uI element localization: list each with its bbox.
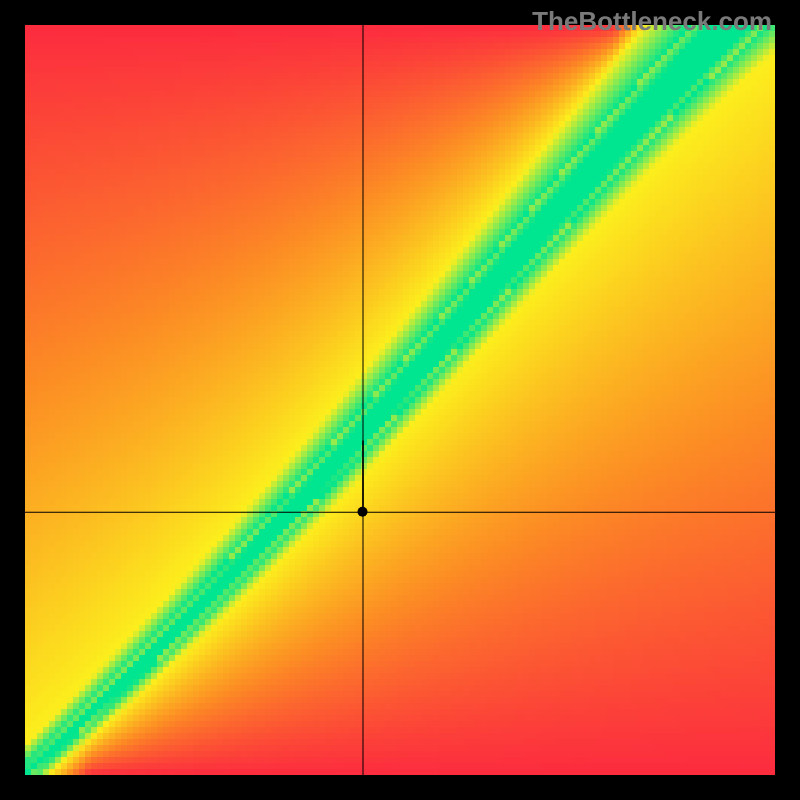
watermark-text: TheBottleneck.com <box>532 6 772 37</box>
chart-container: { "watermark": { "text": "TheBottleneck.… <box>0 0 800 800</box>
bottleneck-heatmap <box>0 0 800 800</box>
